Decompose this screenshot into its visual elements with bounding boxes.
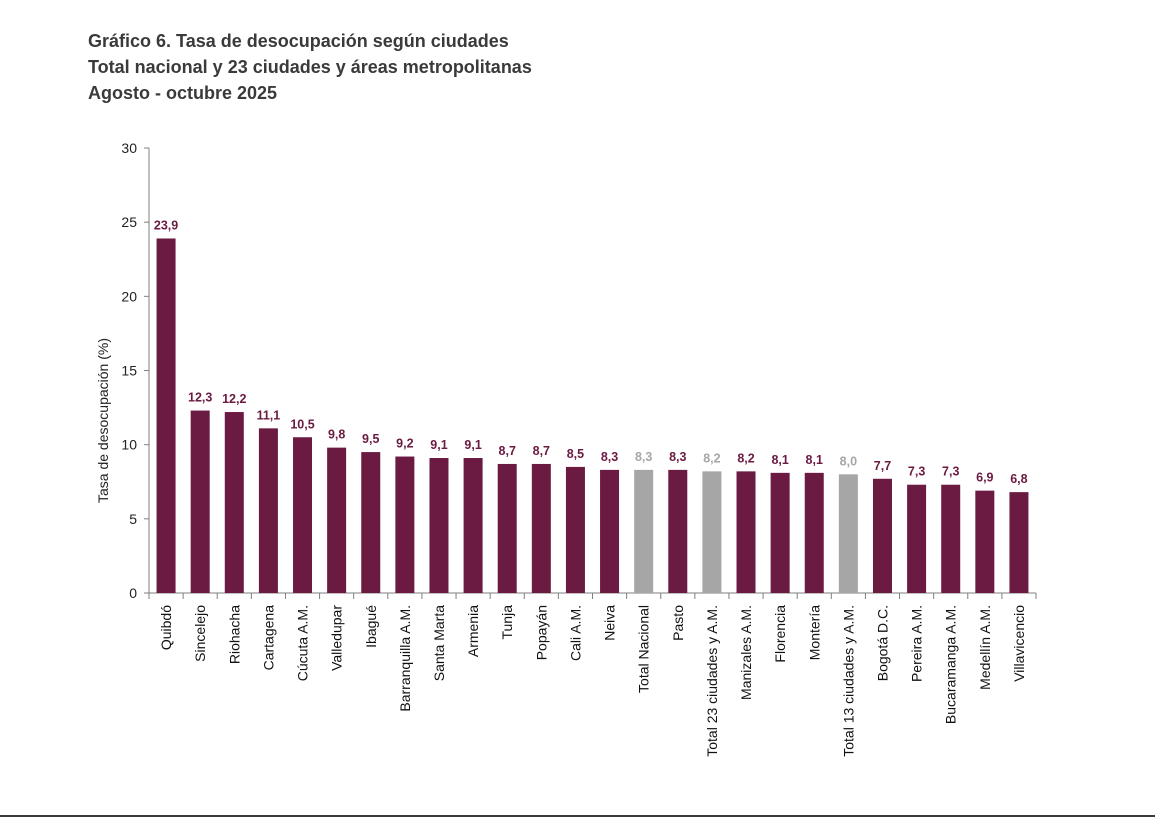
- bar: [702, 471, 722, 593]
- data-label: 8,7: [499, 444, 516, 458]
- bar: [634, 469, 654, 593]
- data-label: 11,1: [257, 408, 281, 422]
- data-label: 8,3: [601, 450, 618, 464]
- bar: [293, 437, 313, 593]
- data-label: 9,2: [396, 437, 413, 451]
- category-label: Ibagué: [363, 605, 379, 648]
- bar: [600, 469, 620, 593]
- data-label: 8,3: [669, 450, 686, 464]
- bar: [804, 472, 824, 593]
- data-label: 8,2: [737, 451, 754, 465]
- bar: [497, 463, 517, 593]
- bar: [463, 458, 483, 593]
- category-label: Medellín A.M.: [977, 605, 993, 690]
- chart-period: Agosto - octubre 2025: [88, 83, 278, 103]
- y-tick-label: 10: [121, 437, 137, 453]
- bar: [668, 469, 688, 593]
- category-label: Pereira A.M.: [909, 605, 925, 682]
- data-label: 10,5: [290, 417, 314, 431]
- bar: [190, 410, 210, 593]
- y-tick-label: 25: [121, 214, 137, 230]
- bar: [565, 466, 585, 593]
- category-label: Cartagena: [260, 605, 276, 671]
- data-label: 7,3: [908, 465, 925, 479]
- category-label: Manizales A.M.: [738, 605, 754, 700]
- category-label: Sincelejo: [192, 605, 208, 662]
- category-label: Total Nacional: [636, 605, 652, 693]
- category-label: Cúcuta A.M.: [295, 605, 311, 681]
- bar: [224, 412, 244, 593]
- category-label: Quibdó: [158, 605, 174, 650]
- bar: [941, 484, 961, 593]
- data-label: 7,7: [874, 459, 891, 473]
- bar: [975, 490, 995, 593]
- bar: [531, 463, 551, 593]
- bottom-divider: [0, 815, 1155, 817]
- category-label: Popayán: [533, 605, 549, 660]
- bar: [156, 238, 176, 593]
- data-label: 6,9: [976, 471, 993, 485]
- y-tick-label: 30: [121, 140, 137, 156]
- data-label: 9,8: [328, 428, 345, 442]
- category-label: Montería: [806, 605, 822, 660]
- data-label: 9,5: [362, 432, 379, 446]
- category-label: Neiva: [602, 605, 618, 641]
- category-label: Santa Marta: [431, 605, 447, 681]
- data-label: 8,1: [771, 453, 788, 467]
- data-label: 8,2: [703, 451, 720, 465]
- category-label: Bogotá D.C.: [874, 605, 890, 681]
- data-label: 12,2: [222, 392, 246, 406]
- y-tick-label: 0: [129, 585, 137, 601]
- bar: [838, 474, 858, 593]
- y-tick-label: 20: [121, 288, 137, 304]
- chart-title: Gráfico 6. Tasa de desocupación según ci…: [88, 31, 509, 51]
- bar: [736, 471, 756, 593]
- category-label: Villavicencio: [1011, 605, 1027, 682]
- category-label: Cali A.M.: [567, 605, 583, 661]
- category-label: Pasto: [670, 605, 686, 641]
- data-label: 9,1: [430, 438, 447, 452]
- category-label: Barranquilla A.M.: [397, 605, 413, 712]
- bar: [327, 447, 347, 593]
- data-label: 8,5: [567, 447, 584, 461]
- y-tick-label: 5: [129, 511, 137, 527]
- bar: [907, 484, 927, 593]
- data-label: 6,8: [1010, 472, 1027, 486]
- category-label: Total 23 ciudades y A.M.: [704, 605, 720, 757]
- category-label: Armenia: [465, 605, 481, 657]
- chart-subtitle: Total nacional y 23 ciudades y áreas met…: [88, 57, 532, 77]
- data-label: 7,3: [942, 465, 959, 479]
- category-label: Total 13 ciudades y A.M.: [840, 605, 856, 757]
- data-label: 8,0: [840, 454, 857, 468]
- category-label: Valledupar: [329, 605, 345, 671]
- category-label: Bucaramanga A.M.: [943, 605, 959, 724]
- data-label: 12,3: [188, 391, 212, 405]
- data-label: 8,3: [635, 450, 652, 464]
- bar: [872, 478, 892, 593]
- bar: [361, 452, 381, 593]
- category-label: Tunja: [499, 605, 515, 640]
- bar: [429, 458, 449, 593]
- y-axis-label: Tasa de desocupación (%): [95, 338, 111, 503]
- category-label: Riohacha: [226, 605, 242, 664]
- data-label: 9,1: [464, 438, 481, 452]
- data-label: 8,1: [806, 453, 823, 467]
- bar: [395, 456, 415, 593]
- bar: [1009, 492, 1029, 593]
- y-tick-label: 15: [121, 363, 137, 379]
- chart-title-block: Gráfico 6. Tasa de desocupación según ci…: [88, 28, 532, 106]
- data-label: 23,9: [154, 218, 178, 232]
- data-label: 8,7: [533, 444, 550, 458]
- bar: [258, 428, 278, 593]
- category-label: Florencia: [772, 605, 788, 663]
- bar: [770, 472, 790, 593]
